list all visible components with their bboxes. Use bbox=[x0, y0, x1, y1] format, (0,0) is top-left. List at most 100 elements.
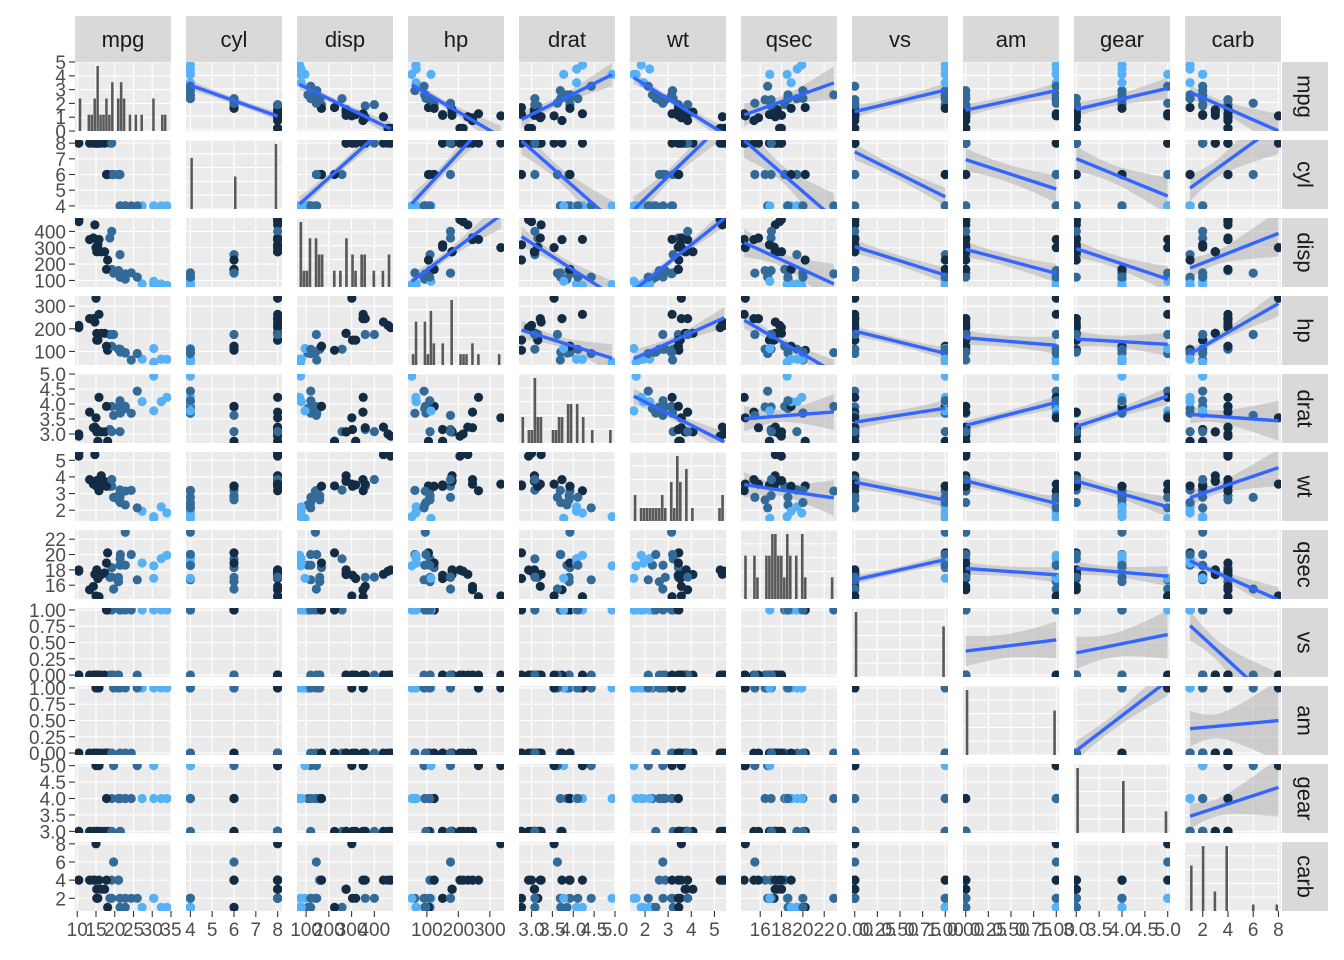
data-point bbox=[347, 893, 358, 903]
data-point bbox=[1210, 670, 1220, 677]
data-point bbox=[572, 78, 582, 88]
data-point bbox=[425, 201, 435, 209]
panel-gear-gear bbox=[1074, 763, 1170, 834]
data-point bbox=[577, 309, 588, 319]
panel-mpg-mpg bbox=[75, 61, 172, 132]
histogram-bar bbox=[450, 300, 453, 365]
data-point bbox=[1051, 201, 1059, 209]
histogram-bar bbox=[459, 354, 462, 365]
data-point bbox=[717, 112, 726, 122]
data-point bbox=[186, 513, 195, 521]
panel-cyl-hp bbox=[408, 140, 504, 209]
fit-line bbox=[1075, 86, 1169, 112]
fit-line bbox=[632, 76, 723, 131]
data-point bbox=[1185, 549, 1195, 560]
histogram-bar bbox=[786, 534, 789, 599]
data-point bbox=[658, 396, 668, 406]
data-point bbox=[137, 902, 147, 911]
data-point bbox=[315, 572, 325, 582]
data-point bbox=[535, 233, 545, 243]
data-point bbox=[1074, 608, 1081, 615]
data-point bbox=[1163, 413, 1170, 423]
data-point bbox=[369, 748, 379, 755]
data-point bbox=[347, 826, 358, 833]
data-point bbox=[109, 169, 119, 180]
confidence-band bbox=[1190, 452, 1279, 506]
data-point bbox=[337, 554, 347, 564]
data-point bbox=[741, 670, 750, 677]
data-point bbox=[573, 94, 583, 104]
data-point bbox=[519, 480, 527, 490]
histogram-bar bbox=[794, 555, 798, 599]
data-point bbox=[1051, 296, 1059, 303]
data-point bbox=[658, 893, 668, 903]
data-point bbox=[408, 69, 417, 79]
data-point bbox=[586, 503, 596, 513]
data-point bbox=[573, 608, 583, 615]
data-point bbox=[1051, 242, 1059, 253]
data-point bbox=[1223, 309, 1233, 319]
data-point bbox=[337, 344, 347, 354]
histogram-bar bbox=[441, 343, 445, 365]
data-point bbox=[109, 584, 119, 594]
data-point bbox=[109, 764, 119, 771]
data-point bbox=[769, 110, 779, 120]
fit-line bbox=[520, 140, 602, 209]
data-point bbox=[564, 670, 574, 677]
data-point bbox=[369, 140, 379, 148]
histogram-bar bbox=[551, 430, 555, 443]
data-point bbox=[1273, 242, 1281, 253]
panel-hp-cyl bbox=[186, 296, 282, 365]
histogram-bar bbox=[654, 508, 658, 521]
data-point bbox=[426, 573, 436, 583]
histogram-bar bbox=[314, 238, 318, 287]
data-point bbox=[783, 201, 793, 209]
fit-line bbox=[410, 83, 495, 131]
data-point bbox=[445, 686, 456, 693]
data-point bbox=[337, 94, 347, 104]
data-point bbox=[940, 560, 948, 570]
data-point bbox=[963, 123, 971, 131]
data-point bbox=[306, 826, 316, 833]
histogram-bar bbox=[645, 508, 649, 521]
data-point bbox=[750, 764, 760, 771]
data-point bbox=[94, 234, 104, 245]
data-point bbox=[311, 764, 321, 771]
histogram-bar bbox=[78, 98, 82, 131]
data-point bbox=[1198, 793, 1208, 804]
data-point bbox=[378, 569, 389, 579]
data-point bbox=[1051, 764, 1059, 771]
data-point bbox=[438, 110, 448, 120]
data-point bbox=[676, 591, 686, 599]
data-point bbox=[85, 748, 95, 755]
confidence-band bbox=[1190, 686, 1279, 755]
panel-gear-drat bbox=[519, 764, 616, 833]
histogram-bar bbox=[317, 254, 321, 287]
panel-qsec-gear bbox=[1074, 530, 1170, 599]
data-point bbox=[717, 875, 726, 885]
histogram-bar bbox=[648, 508, 652, 521]
data-point bbox=[940, 78, 948, 88]
data-point bbox=[132, 764, 142, 771]
fit-line bbox=[854, 329, 946, 356]
panel-vs-carb bbox=[1185, 608, 1281, 677]
data-point bbox=[1117, 103, 1127, 113]
data-point bbox=[1273, 764, 1281, 771]
data-point bbox=[1163, 140, 1170, 148]
histogram-bar bbox=[163, 114, 167, 131]
data-point bbox=[577, 140, 588, 148]
data-point bbox=[573, 201, 583, 209]
data-point bbox=[306, 748, 316, 755]
data-point bbox=[149, 276, 159, 286]
fit-line bbox=[410, 140, 474, 205]
data-point bbox=[273, 764, 282, 771]
data-point bbox=[557, 826, 567, 833]
data-point bbox=[1223, 486, 1233, 496]
data-point bbox=[186, 492, 195, 502]
data-point bbox=[186, 826, 195, 833]
data-point bbox=[667, 793, 677, 804]
data-point bbox=[162, 550, 171, 560]
data-point bbox=[1051, 513, 1059, 521]
data-point bbox=[1223, 169, 1233, 180]
data-point bbox=[149, 893, 159, 903]
